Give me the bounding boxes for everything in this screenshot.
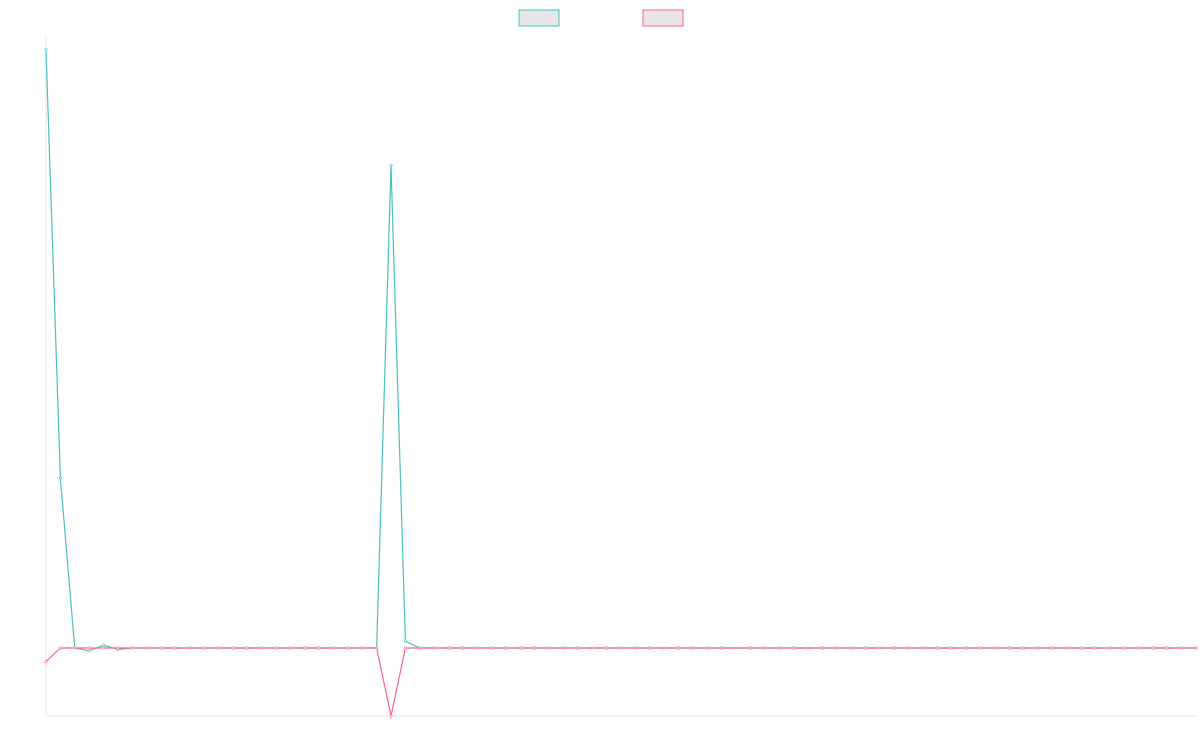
series-2-point [590,646,594,650]
legend-swatch-2 [642,9,684,27]
series-2-point [921,646,925,650]
series-2-point [533,646,537,650]
series-2-point [288,646,292,650]
series-2-point [1065,646,1069,650]
series-2-point [777,646,781,650]
series-2-point [820,646,824,650]
series-2-point [461,646,465,650]
series-2-point [1036,646,1040,650]
series-2-point [87,646,91,650]
series-2-point [1079,646,1083,650]
series-2-point [432,646,436,650]
series-2-point [978,646,982,650]
series-2-point [403,646,407,650]
series-2-point [806,646,810,650]
series-2-point [418,646,422,650]
series-2-point [446,646,450,650]
series-2-point [993,646,997,650]
series-1-point [403,639,407,643]
series-1 [44,48,1198,653]
series-2-point [849,646,853,650]
series-2-point [561,646,565,650]
series-2-point [648,646,652,650]
series-2-point [1137,646,1141,650]
series-2-point [691,646,695,650]
series-2-point [763,646,767,650]
series-1-point [389,163,393,167]
series-2-point [145,646,149,650]
axes [45,36,1196,717]
series-1-line [45,49,1196,652]
series-2-point [878,646,882,650]
series-1-point [102,643,106,647]
series-2-line [45,647,1196,717]
series-2-point [1108,646,1112,650]
series-2-point [202,646,206,650]
series-2-point [791,646,795,650]
series-2-point [130,646,134,650]
series-2-point [748,646,752,650]
series-2-point [1194,646,1198,650]
series-2-point [303,646,307,650]
series-2-point [734,646,738,650]
series-layer [44,48,1198,718]
series-2-point [605,646,609,650]
series-2-point [188,646,192,650]
series-2-point [619,646,623,650]
series-2-point [1021,646,1025,650]
series-2-point [331,646,335,650]
series-2-point [274,646,278,650]
series-1-point [58,476,62,480]
series-2-point [1180,646,1184,650]
series-2-point [159,646,163,650]
series-2-point [360,646,364,650]
series-2-point [260,646,264,650]
series-1-point [87,649,91,653]
series-2-point [547,646,551,650]
series-2-point [835,646,839,650]
series-2-point [863,646,867,650]
series-2-point [58,646,62,650]
series-2-point [1050,646,1054,650]
series-1-point [44,48,48,52]
series-2 [44,646,1198,718]
series-2-point [173,646,177,650]
series-2-point [116,646,120,650]
series-2-point [375,646,379,650]
series-2-point [518,646,522,650]
series-2-point [73,646,77,650]
series-2-point [504,646,508,650]
series-2-point [44,660,48,664]
series-2-point [950,646,954,650]
series-2-point [475,646,479,650]
series-2-point [1122,646,1126,650]
series-2-point [1093,646,1097,650]
series-2-point [317,646,321,650]
series-2-point [102,646,106,650]
series-2-point [705,646,709,650]
series-2-point [1151,646,1155,650]
series-2-point [1007,646,1011,650]
series-2-point [389,714,393,718]
series-2-point [490,646,494,650]
series-2-point [720,646,724,650]
series-2-point [633,646,637,650]
series-2-point [245,646,249,650]
legend-swatch-1 [518,9,560,27]
series-2-point [935,646,939,650]
series-2-point [892,646,896,650]
series-2-point [906,646,910,650]
series-2-point [662,646,666,650]
series-2-point [676,646,680,650]
series-2-point [217,646,221,650]
legend [518,9,684,27]
series-2-point [231,646,235,650]
series-2-point [576,646,580,650]
series-2-point [964,646,968,650]
series-2-point [1165,646,1169,650]
series-2-point [346,646,350,650]
